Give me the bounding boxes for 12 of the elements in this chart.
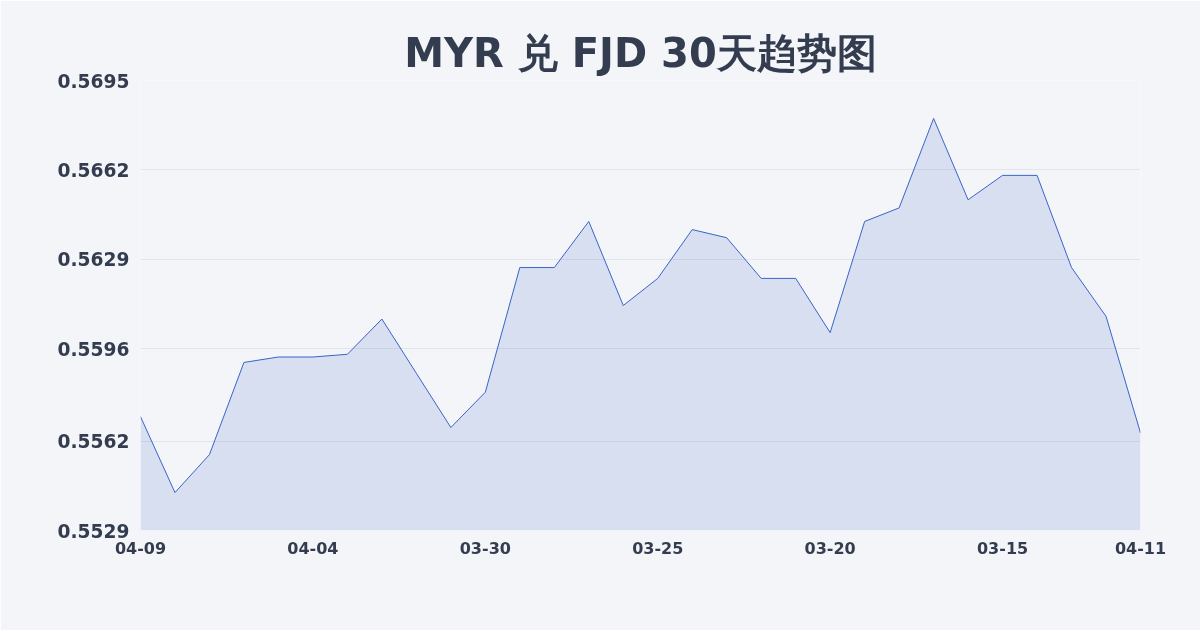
y-tick-label: 0.5562 <box>57 431 130 453</box>
y-tick-label: 0.5629 <box>57 249 130 271</box>
x-tick-label: 04-04 <box>287 538 339 558</box>
chart-title: MYR 兑 FJD 30天趋势图 <box>404 29 877 76</box>
y-tick-label: 0.5596 <box>57 338 130 360</box>
x-tick-label: 03-15 <box>976 538 1029 558</box>
x-tick-label: 03-30 <box>459 538 511 558</box>
y-tick-label: 0.5662 <box>57 159 130 181</box>
x-tick-label: 04-11 <box>1114 538 1167 558</box>
x-tick-label: 03-25 <box>632 538 684 558</box>
y-tick-label: 0.5695 <box>57 70 130 92</box>
x-tick-label: 03-20 <box>804 538 856 558</box>
